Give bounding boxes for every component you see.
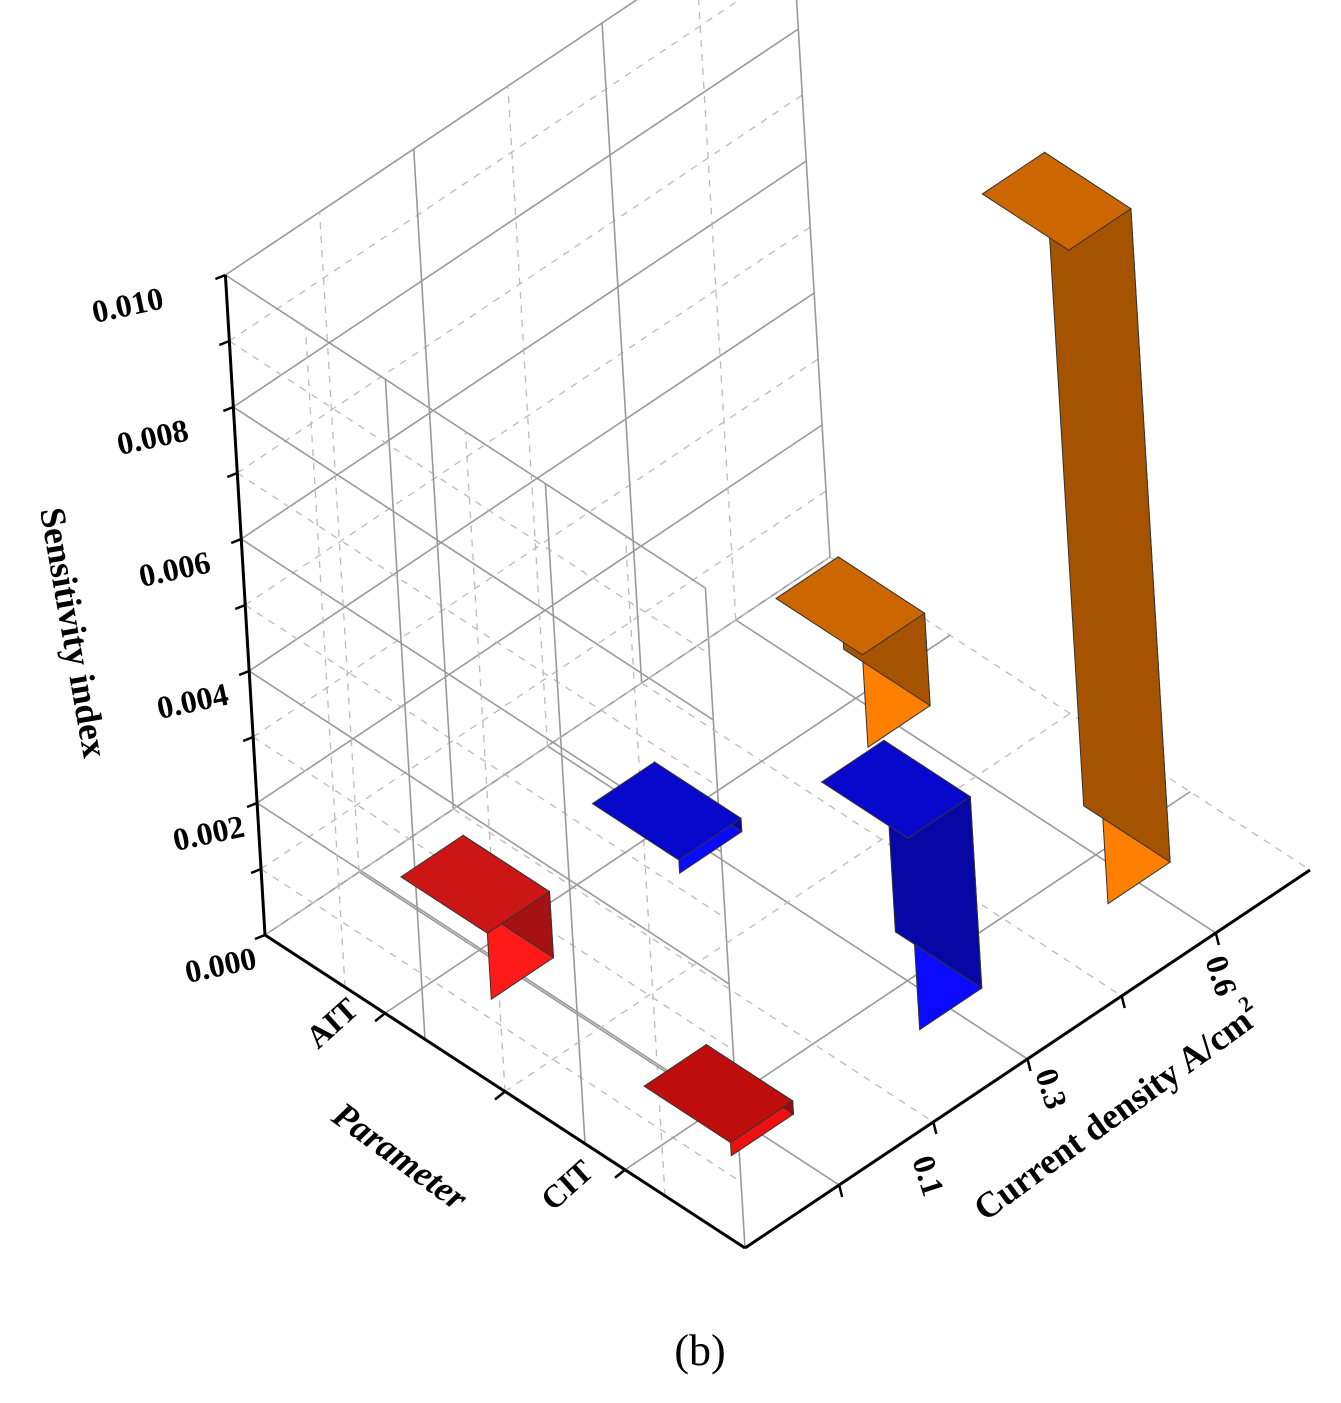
x-axis-title-text: Current density A/cm (966, 1000, 1259, 1228)
bar-top-face (820, 739, 972, 839)
y-axis-title: Parameter (324, 1094, 475, 1219)
grid-line-vertical (412, 148, 455, 810)
grid-line-vertical (318, 211, 360, 873)
z-tick (230, 537, 242, 545)
bar-top-face (591, 761, 742, 861)
x-tick (1120, 995, 1126, 1009)
grid-line-vertical (624, 535, 666, 1196)
bar-top-face (981, 151, 1132, 251)
z-tick-label: 0.010 (89, 280, 167, 330)
grid-line-minor (229, 340, 710, 655)
x-tick (932, 1121, 938, 1135)
bar-top-face (643, 1043, 794, 1144)
z-tick-label: 0.006 (136, 544, 214, 594)
x-tick (837, 1184, 844, 1198)
grid-line-vertical (507, 85, 549, 747)
z-tick (226, 471, 238, 479)
bar-ait-0p1 (400, 834, 555, 1001)
bar-cit-0p3 (820, 739, 983, 1031)
y-tick (374, 1012, 386, 1023)
grid-line-vertical (795, 0, 831, 558)
z-tick-label: 0.002 (170, 808, 248, 858)
y-tick-label: AIT (299, 990, 365, 1055)
floor-grid-line (829, 556, 1311, 871)
z-tick-labels: 0.000 0.002 0.004 0.006 0.008 0.010 (89, 280, 260, 990)
z-tick (214, 273, 226, 281)
x-tick (1214, 932, 1221, 946)
bar-cit-0p1 (643, 1043, 795, 1157)
y-tick (494, 1090, 506, 1101)
bars-layer (400, 151, 1171, 1157)
z-tick (234, 603, 246, 611)
svg-text:Current density A/cm2: Current density A/cm2 (964, 990, 1268, 1228)
grid-line (224, 0, 638, 276)
x-tick-label: 0.3 (1028, 1064, 1075, 1113)
bar-ait-0p3 (591, 761, 743, 875)
z-tick (254, 933, 266, 941)
grid-line (248, 292, 815, 672)
figure-caption: (b) (674, 1326, 725, 1375)
floor-grid-line (264, 556, 831, 936)
z-tick-label: 0.008 (114, 412, 192, 462)
z-tick (218, 339, 230, 347)
grid-line (232, 28, 799, 408)
bar-ait-0p6 (775, 555, 931, 749)
z-tick (246, 801, 258, 809)
grid-line-minor (244, 226, 811, 606)
grid-line-minor (260, 868, 742, 1183)
z-tick (250, 867, 262, 875)
bar-side-face (1043, 151, 1171, 864)
grid-line (248, 670, 730, 985)
bar-top-face (775, 556, 926, 656)
bar-cit-0p6 (981, 151, 1171, 905)
grid-line-minor (244, 604, 726, 919)
grid-line-minor (228, 0, 741, 342)
z-tick-label: 0.000 (182, 940, 260, 990)
z-tick (242, 735, 254, 743)
z-axis-title: Sensitivity index (32, 504, 115, 760)
grid-line-vertical (601, 22, 643, 684)
grid-line-vertical (304, 327, 346, 988)
x-tick (1026, 1058, 1032, 1072)
grid-line (232, 406, 714, 721)
floor-grid-line (504, 712, 1071, 1093)
axes-layer (214, 273, 1311, 1250)
grid-line-vertical (697, 0, 737, 621)
z-tick (222, 405, 234, 413)
grid-line-vertical (464, 431, 506, 1092)
y-tick-label: CIT (534, 1152, 600, 1217)
grid-line-vertical (544, 483, 586, 1144)
grid-line-minor (260, 490, 827, 870)
y-tick (614, 1168, 626, 1179)
grid-line-vertical (384, 379, 426, 1040)
z-tick-label: 0.004 (154, 676, 232, 726)
z-tick (238, 669, 250, 677)
bar-top-face (400, 834, 551, 934)
x-axis-title: Current density A/cm2 (964, 990, 1268, 1228)
x-tick-label: 0.1 (905, 1151, 952, 1200)
